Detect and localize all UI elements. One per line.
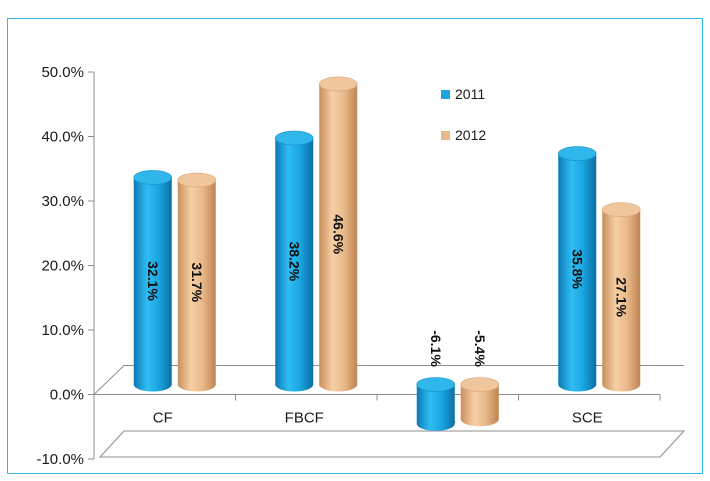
bar-sce-2012 — [601, 202, 641, 392]
data-label: -5.4% — [472, 330, 488, 367]
bar-body — [177, 180, 216, 385]
data-labels: 32.1% 38.2% -6.1% 35.8% 31.7% 46.6% -5.4% 27.1% — [145, 214, 630, 367]
bar-top-cap — [416, 377, 456, 392]
legend: 2011 2012 — [441, 86, 486, 143]
bar-ve-2011 — [416, 377, 456, 431]
data-label: 31.7% — [189, 262, 205, 302]
chart-frame — [7, 18, 703, 474]
bar-top-cap — [177, 172, 217, 188]
bar-body — [319, 83, 358, 385]
bar-top-cap — [460, 377, 500, 392]
y-axis-ticks: 50.0% 40.0% 30.0% 20.0% 10.0% 0.0% -10.0% — [36, 64, 84, 468]
y-tick-label: 50.0% — [41, 64, 84, 81]
bar-body — [133, 177, 172, 385]
bar-top-cap — [601, 202, 641, 218]
data-label: 27.1% — [613, 277, 629, 317]
floor-plane — [98, 430, 686, 458]
legend-swatch-2012 — [441, 131, 450, 140]
y-tick-label: 0.0% — [50, 387, 84, 404]
bar-body — [602, 209, 641, 385]
bar-fbcf-2011 — [274, 130, 314, 392]
data-label: 46.6% — [330, 214, 346, 254]
bar-top-cap — [318, 76, 358, 92]
y-tick-label: 10.0% — [41, 322, 84, 339]
y-tick-label: -10.0% — [36, 451, 84, 468]
bar-top-cap — [557, 146, 597, 161]
x-category-label: CF — [153, 410, 173, 427]
back-wall-edge — [93, 365, 684, 395]
legend-label-2011: 2011 — [455, 86, 485, 102]
legend-label-2012: 2012 — [455, 127, 486, 143]
data-label: 38.2% — [286, 241, 302, 281]
x-category-label: FBCF — [285, 410, 324, 427]
y-tick-label: 40.0% — [41, 129, 84, 146]
data-label: 32.1% — [145, 261, 161, 301]
bar-body — [558, 153, 597, 385]
bar-cf-2011 — [133, 170, 173, 392]
data-label: 35.8% — [569, 249, 585, 289]
y-tick-label: 30.0% — [41, 193, 84, 210]
bar-body — [275, 138, 314, 385]
bar-cf-2012 — [177, 172, 217, 392]
y-tick-label: 20.0% — [41, 258, 84, 275]
x-axis-categories: CFFBCFVESCE — [153, 410, 603, 427]
bar-ve-2012 — [460, 377, 500, 427]
bars — [133, 76, 641, 431]
data-label: -6.1% — [428, 330, 444, 367]
bar-top-cap — [274, 130, 314, 146]
legend-swatch-2011 — [441, 90, 450, 99]
bar-top-cap — [133, 170, 173, 185]
bar-sce-2011 — [557, 146, 597, 392]
axes — [88, 71, 686, 460]
bar-fbcf-2012 — [318, 76, 358, 392]
x-category-label: SCE — [572, 410, 603, 427]
